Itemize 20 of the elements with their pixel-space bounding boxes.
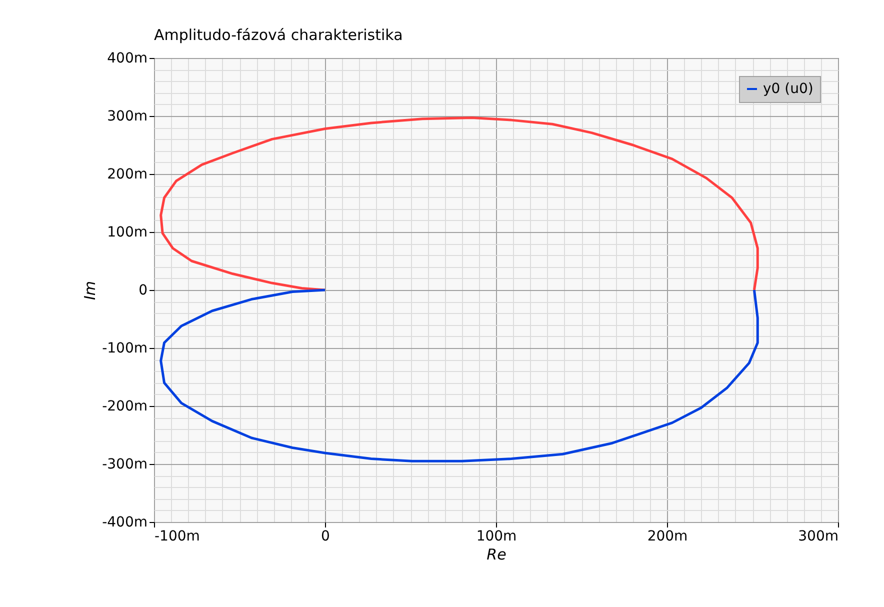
chart-title: Amplitudo-fázová charakteristika <box>154 26 403 44</box>
y-tick-label: -100m <box>102 340 148 356</box>
x-tick-label: 200m <box>647 528 688 544</box>
y-tick-label: 400m <box>107 50 148 66</box>
legend-label: y0 (u0) <box>763 81 814 97</box>
y-tick-label: -400m <box>102 514 148 530</box>
y-axis-title: Im <box>81 280 100 300</box>
y-tick-label: 200m <box>107 166 148 182</box>
line-series <box>160 116 759 292</box>
x-tick-label: 0 <box>321 528 330 544</box>
x-tick-label: 300m <box>798 528 838 544</box>
y-tick-label: 100m <box>107 224 148 240</box>
x-axis-title: Re <box>486 546 506 564</box>
x-tick-label: -100m <box>154 528 200 544</box>
y-tick-label: -200m <box>102 398 148 414</box>
y-tick-label: 0 <box>138 282 148 298</box>
y-tick-label: 300m <box>107 108 148 124</box>
y-tick-label: -300m <box>102 456 148 472</box>
x-tick-label: 100m <box>476 528 517 544</box>
line-series <box>160 288 759 462</box>
